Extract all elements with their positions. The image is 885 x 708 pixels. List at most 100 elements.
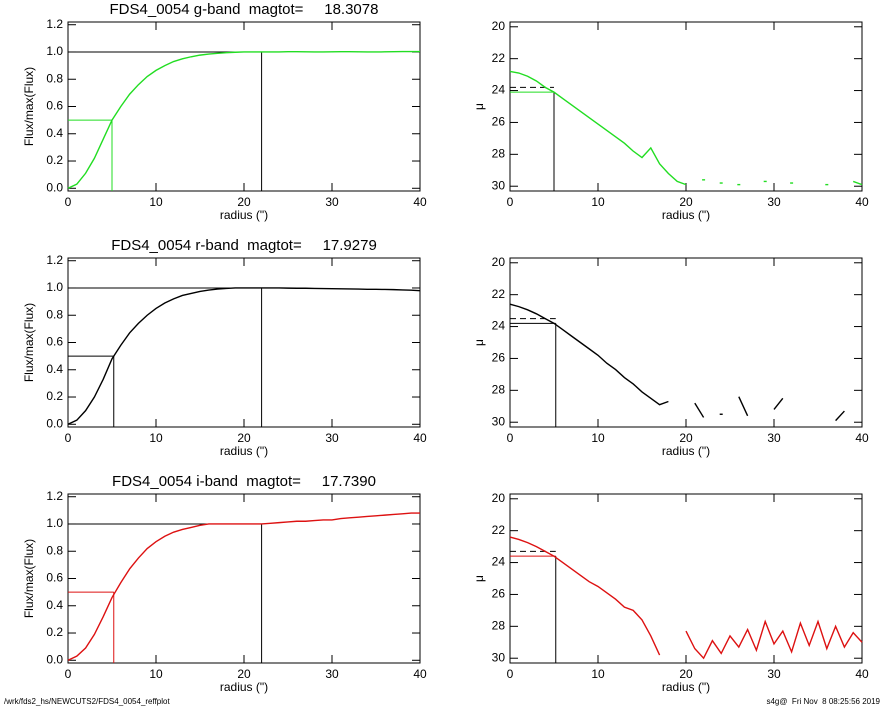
y-tick-label: 26 [492,587,506,601]
x-tick-label: 20 [237,195,251,209]
x-tick-label: 10 [149,195,163,209]
profile-line [852,180,863,186]
y-tick-label: 0.8 [46,71,63,85]
y-tick-label: 26 [492,351,506,365]
y-tick-label: 1.0 [46,516,63,530]
y-tick-label: 0.2 [46,389,63,403]
y-tick-label: 0.2 [46,153,63,167]
y-tick-label: 20 [492,491,506,505]
x-tick-label: 40 [413,195,427,209]
x-axis-label: radius (") [220,680,268,694]
plot-frame [67,257,421,428]
y-tick-label: 30 [492,414,506,428]
x-tick-label: 0 [507,195,514,209]
x-tick-label: 40 [855,667,869,681]
y-tick-label: 22 [492,287,506,301]
profile-line [773,397,784,410]
plot-frame [509,21,863,192]
x-tick-label: 20 [679,195,693,209]
y-tick-label: 0.6 [46,99,63,113]
y-tick-label: 0.0 [46,180,63,194]
plot-frame [67,493,421,664]
profile-line [509,70,687,186]
y-axis-label: Flux/max(Flux) [22,539,36,618]
x-tick-label: 30 [325,667,339,681]
x-tick-label: 10 [149,667,163,681]
y-tick-label: 24 [492,83,506,97]
y-axis-label: Flux/max(Flux) [22,67,36,146]
x-axis-label: radius (") [662,680,710,694]
x-tick-label: 30 [767,667,781,681]
panel-title: FDS4_0054 i-band magtot= 17.7390 [112,473,376,490]
y-tick-label: 1.0 [46,280,63,294]
y-axis-label: Flux/max(Flux) [22,303,36,382]
plot-frame [509,493,863,664]
x-tick-label: 30 [767,195,781,209]
profile-line [509,303,669,406]
y-tick-label: 30 [492,178,506,192]
y-tick-label: 0.2 [46,625,63,639]
x-tick-label: 0 [507,431,514,445]
profile-line [67,50,420,189]
y-axis-label: μ [472,103,486,110]
y-axis-label: μ [472,339,486,346]
y-tick-label: 26 [492,115,506,129]
y-tick-label: 0.4 [46,362,63,376]
x-tick-label: 0 [65,667,72,681]
x-tick-label: 0 [65,431,72,445]
x-tick-label: 30 [767,431,781,445]
y-tick-label: 0.6 [46,571,63,585]
profile-line [694,402,705,418]
y-tick-label: 0.8 [46,543,63,557]
x-tick-label: 30 [325,431,339,445]
panel-title: FDS4_0054 g-band magtot= 18.3078 [110,1,379,18]
x-axis-label: radius (") [220,444,268,458]
x-tick-label: 10 [591,667,605,681]
profile-line [67,512,420,661]
x-axis-label: radius (") [220,208,268,222]
x-tick-label: 30 [325,195,339,209]
y-tick-label: 22 [492,523,506,537]
y-tick-label: 0.4 [46,598,63,612]
y-tick-label: 24 [492,555,506,569]
profile-line [835,410,845,422]
y-tick-label: 28 [492,147,506,161]
y-tick-label: 1.2 [46,489,63,503]
y-tick-label: 20 [492,255,506,269]
x-tick-label: 20 [679,667,693,681]
x-tick-label: 20 [679,431,693,445]
y-tick-label: 0.0 [46,416,63,430]
y-tick-label: 28 [492,383,506,397]
x-tick-label: 40 [413,667,427,681]
x-tick-label: 0 [507,667,514,681]
y-tick-label: 1.0 [46,44,63,58]
profile-line [738,396,749,417]
y-tick-label: 0.0 [46,652,63,666]
y-tick-label: 0.8 [46,307,63,321]
y-tick-label: 0.6 [46,335,63,349]
y-tick-label: 20 [492,19,506,33]
profile-line [685,619,863,660]
x-tick-label: 40 [855,195,869,209]
plot-frame [509,257,863,428]
x-tick-label: 20 [237,667,251,681]
profile-line [67,287,421,425]
footer-left: /wrk/fds2_hs/NEWCUTS2/FDS4_0054_reffplot [4,697,170,706]
y-tick-label: 28 [492,619,506,633]
x-axis-label: radius (") [662,208,710,222]
y-tick-label: 30 [492,650,506,664]
y-tick-label: 1.2 [46,253,63,267]
y-tick-label: 22 [492,51,506,65]
x-axis-label: radius (") [662,444,710,458]
y-tick-label: 24 [492,319,506,333]
x-tick-label: 10 [149,431,163,445]
y-tick-label: 1.2 [46,17,63,31]
profile-line [509,536,661,656]
x-tick-label: 10 [591,195,605,209]
y-axis-label: μ [472,575,486,582]
x-tick-label: 40 [855,431,869,445]
y-tick-label: 0.4 [46,126,63,140]
x-tick-label: 10 [591,431,605,445]
panel-title: FDS4_0054 r-band magtot= 17.9279 [111,237,377,254]
x-tick-label: 20 [237,431,251,445]
